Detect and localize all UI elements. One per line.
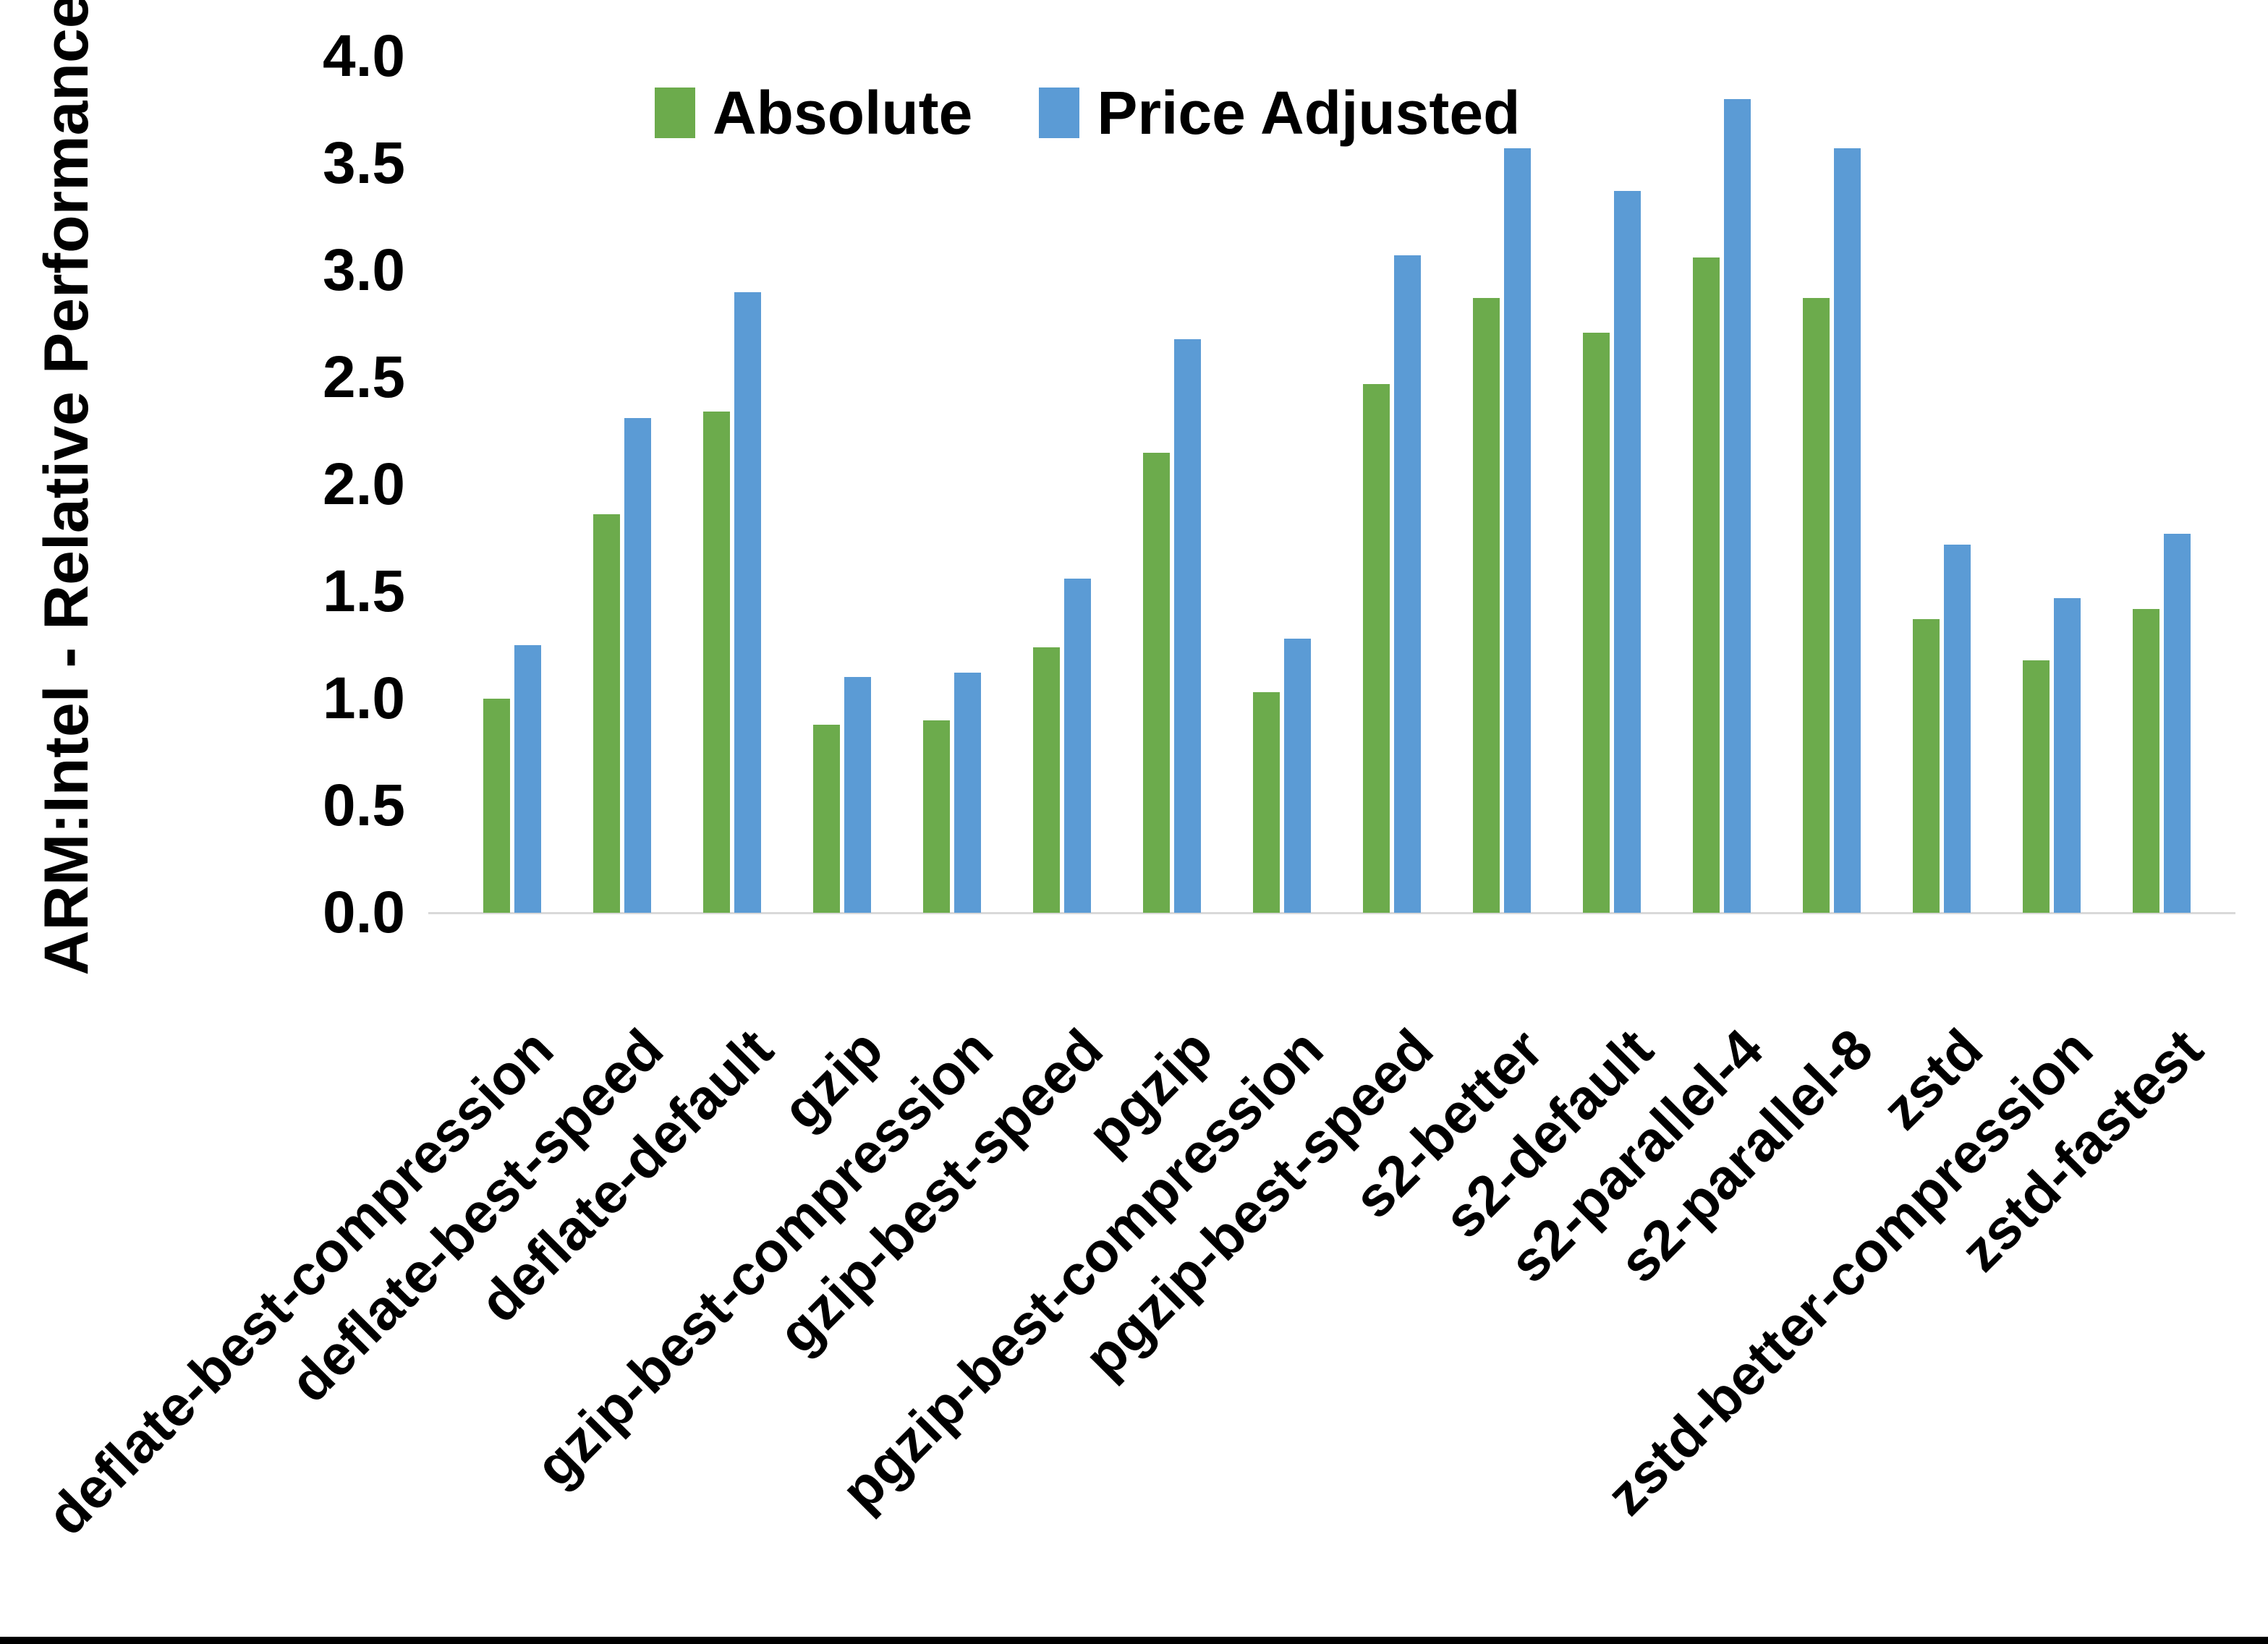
- bar-absolute-deflate-best-speed: [593, 514, 620, 913]
- bar-absolute-pgzip: [1143, 453, 1170, 913]
- bar-price-adjusted-deflate-best-speed: [624, 418, 651, 913]
- bar-absolute-zstd: [1913, 619, 1940, 913]
- y-tick-label: 4.0: [323, 23, 405, 89]
- x-axis-line: [428, 912, 2235, 914]
- bar-price-adjusted-s2-parallel-4: [1724, 99, 1751, 913]
- bar-absolute-s2-parallel-4: [1693, 257, 1720, 913]
- bar-price-adjusted-gzip: [844, 677, 871, 913]
- y-tick-label: 0.0: [323, 880, 405, 945]
- bar-price-adjusted-pgzip-best-compression: [1284, 639, 1311, 913]
- legend-item-absolute: Absolute: [655, 78, 972, 148]
- bar-absolute-zstd-better-compression: [2023, 660, 2050, 913]
- bar-price-adjusted-pgzip-best-speed: [1394, 255, 1421, 913]
- bar-absolute-zstd-fastest: [2133, 609, 2159, 913]
- bar-absolute-gzip-best-speed: [1033, 647, 1060, 913]
- bar-price-adjusted-pgzip: [1174, 339, 1201, 913]
- bar-price-adjusted-gzip-best-compression: [954, 673, 981, 913]
- bar-absolute-deflate-default: [703, 412, 730, 913]
- legend: Absolute Price Adjusted: [655, 78, 1520, 148]
- bar-price-adjusted-deflate-best-compression: [514, 645, 541, 913]
- bar-price-adjusted-gzip-best-speed: [1064, 579, 1091, 913]
- bar-absolute-s2-parallel-8: [1803, 298, 1830, 913]
- bar-price-adjusted-s2-better: [1504, 148, 1531, 913]
- bar-price-adjusted-s2-parallel-8: [1834, 148, 1861, 913]
- y-tick-label: 1.0: [323, 665, 405, 731]
- legend-label-price-adjusted: Price Adjusted: [1097, 78, 1521, 147]
- y-tick-label: 2.0: [323, 451, 405, 517]
- legend-swatch-absolute: [655, 88, 695, 138]
- legend-label-absolute: Absolute: [713, 78, 973, 147]
- y-tick-label: 3.0: [323, 237, 405, 303]
- y-tick-label: 1.5: [323, 558, 405, 624]
- y-tick-label: 2.5: [323, 344, 405, 410]
- bar-absolute-deflate-best-compression: [483, 699, 510, 913]
- bar-absolute-s2-default: [1583, 333, 1610, 913]
- bar-price-adjusted-zstd-better-compression: [2054, 598, 2081, 913]
- bar-price-adjusted-zstd-fastest: [2164, 534, 2191, 913]
- bar-absolute-pgzip-best-compression: [1253, 692, 1280, 913]
- bottom-border: [0, 1637, 2268, 1644]
- plot-area: [428, 56, 2235, 914]
- bar-price-adjusted-deflate-default: [734, 292, 761, 913]
- bar-absolute-pgzip-best-speed: [1363, 384, 1390, 913]
- bar-absolute-gzip-best-compression: [923, 720, 950, 913]
- legend-swatch-price-adjusted: [1039, 88, 1080, 138]
- legend-item-price-adjusted: Price Adjusted: [1039, 78, 1520, 148]
- bar-price-adjusted-s2-default: [1614, 191, 1641, 913]
- y-axis-title: ARM:Intel - Relative Performance: [32, 0, 101, 976]
- y-tick-label: 3.5: [323, 130, 405, 196]
- bar-absolute-s2-better: [1473, 298, 1500, 913]
- bar-absolute-gzip: [813, 725, 840, 913]
- y-tick-label: 0.5: [323, 772, 405, 838]
- bar-price-adjusted-zstd: [1944, 545, 1971, 913]
